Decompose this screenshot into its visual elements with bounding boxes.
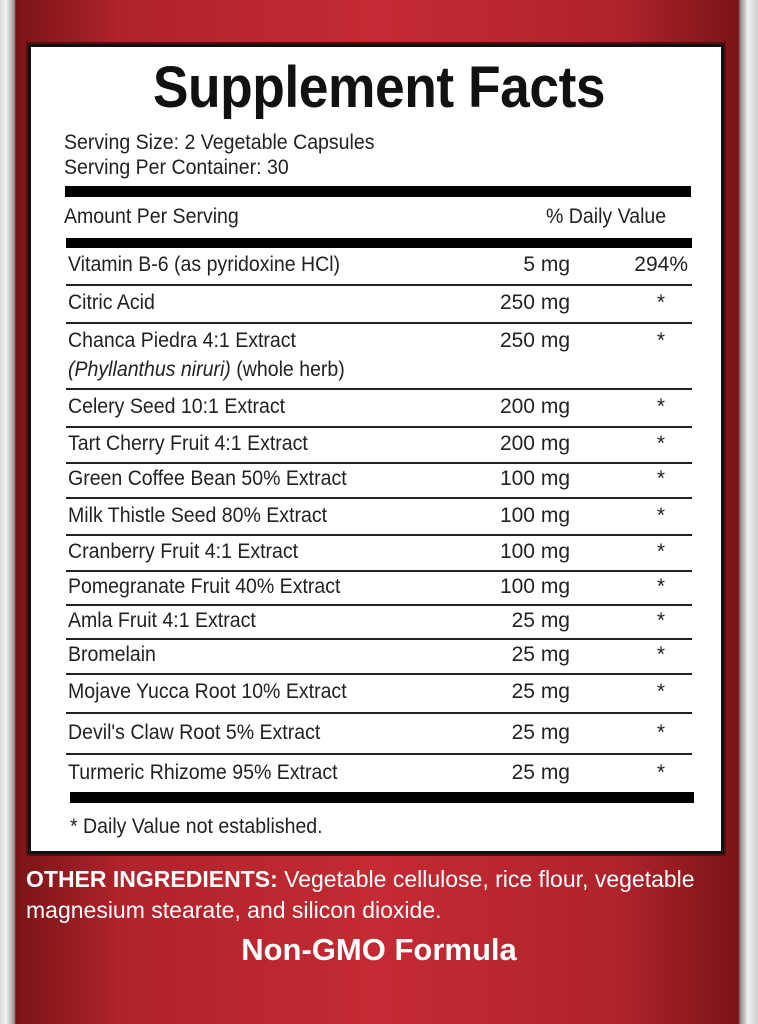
ingredient-amount: 25 mg — [511, 761, 570, 784]
non-gmo-badge: Non-GMO Formula — [241, 932, 517, 967]
ingredient-daily-value: * — [656, 467, 665, 490]
ingredient-daily-value: * — [656, 432, 665, 455]
ingredient-name: Mojave Yucca Root 10% Extract — [68, 680, 347, 703]
ingredient-name: Amla Fruit 4:1 Extract — [68, 609, 256, 632]
ingredient-amount: 100 mg — [499, 540, 570, 563]
ingredient-amount: 250 mg — [499, 329, 570, 352]
row-divider — [66, 604, 692, 606]
ingredient-latin-name: (Phyllanthus niruri) (whole herb) — [68, 358, 345, 382]
row-divider — [66, 638, 692, 640]
ingredient-daily-value: * — [656, 504, 665, 527]
ingredient-daily-value: * — [656, 721, 665, 744]
serving-size: Serving Size: 2 Vegetable Capsules — [64, 131, 375, 154]
ingredient-daily-value: * — [656, 291, 665, 314]
amount-per-serving-header: Amount Per Serving — [64, 205, 239, 228]
ingredient-name: Tart Cherry Fruit 4:1 Extract — [68, 432, 308, 455]
ingredient-daily-value: 294% — [634, 253, 688, 276]
row-divider — [66, 570, 692, 572]
ingredient-name: Bromelain — [68, 643, 156, 666]
ingredient-name: Vitamin B-6 (as pyridoxine HCl) — [68, 253, 341, 276]
ingredient-name: Devil's Claw Root 5% Extract — [68, 721, 321, 744]
thick-divider — [65, 186, 691, 197]
ingredient-amount: 250 mg — [499, 291, 570, 314]
row-divider — [66, 426, 692, 428]
ingredient-amount: 25 mg — [511, 609, 570, 632]
ingredient-daily-value: * — [656, 329, 665, 352]
row-divider — [66, 322, 692, 324]
page-title: Supplement Facts — [152, 55, 606, 120]
ingredient-amount: 5 mg — [523, 253, 570, 276]
herb-part: (whole herb) — [230, 358, 345, 381]
ingredient-name: Milk Thistle Seed 80% Extract — [68, 504, 328, 527]
row-divider — [66, 712, 692, 714]
row-divider — [66, 462, 692, 464]
ingredient-daily-value: * — [656, 680, 665, 703]
ingredient-daily-value: * — [656, 395, 665, 418]
ingredient-name: Cranberry Fruit 4:1 Extract — [68, 540, 299, 563]
ingredient-name: Chanca Piedra 4:1 Extract — [68, 329, 296, 352]
ingredient-name: Turmeric Rhizome 95% Extract — [68, 761, 338, 784]
supplement-facts-panel — [28, 44, 724, 854]
ingredient-daily-value: * — [656, 540, 665, 563]
ingredient-name: Celery Seed 10:1 Extract — [68, 395, 286, 418]
row-divider — [66, 753, 692, 755]
ingredient-amount: 100 mg — [499, 467, 570, 490]
footnote: * Daily Value not established. — [70, 815, 323, 838]
thick-divider — [70, 792, 694, 803]
latin-name: (Phyllanthus niruri) — [68, 358, 231, 381]
ingredient-daily-value: * — [656, 643, 665, 666]
other-ingredients-text: Vegetable cellulose, rice flour, vegetab… — [26, 866, 695, 923]
row-divider — [66, 497, 692, 499]
ingredient-amount: 200 mg — [499, 395, 570, 418]
other-ingredients-label: OTHER INGREDIENTS: — [26, 866, 278, 892]
servings-per-container: Serving Per Container: 30 — [64, 156, 289, 179]
row-divider — [66, 388, 692, 390]
row-divider — [66, 284, 692, 286]
ingredient-name: Pomegranate Fruit 40% Extract — [68, 575, 341, 598]
ingredient-amount: 200 mg — [499, 432, 570, 455]
thick-divider — [66, 238, 692, 248]
ingredient-daily-value: * — [656, 575, 665, 598]
daily-value-header: % Daily Value — [546, 205, 667, 228]
ingredient-amount: 25 mg — [511, 680, 570, 703]
ingredient-amount: 25 mg — [511, 721, 570, 744]
row-divider — [66, 673, 692, 675]
other-ingredients: OTHER INGREDIENTS: Vegetable cellulose, … — [26, 864, 746, 926]
ingredient-amount: 25 mg — [511, 643, 570, 666]
row-divider — [66, 534, 692, 536]
ingredient-amount: 100 mg — [499, 575, 570, 598]
ingredient-name: Green Coffee Bean 50% Extract — [68, 467, 347, 490]
ingredient-daily-value: * — [656, 761, 665, 784]
ingredient-daily-value: * — [656, 609, 665, 632]
ingredient-name: Citric Acid — [68, 291, 155, 314]
ingredient-amount: 100 mg — [499, 504, 570, 527]
